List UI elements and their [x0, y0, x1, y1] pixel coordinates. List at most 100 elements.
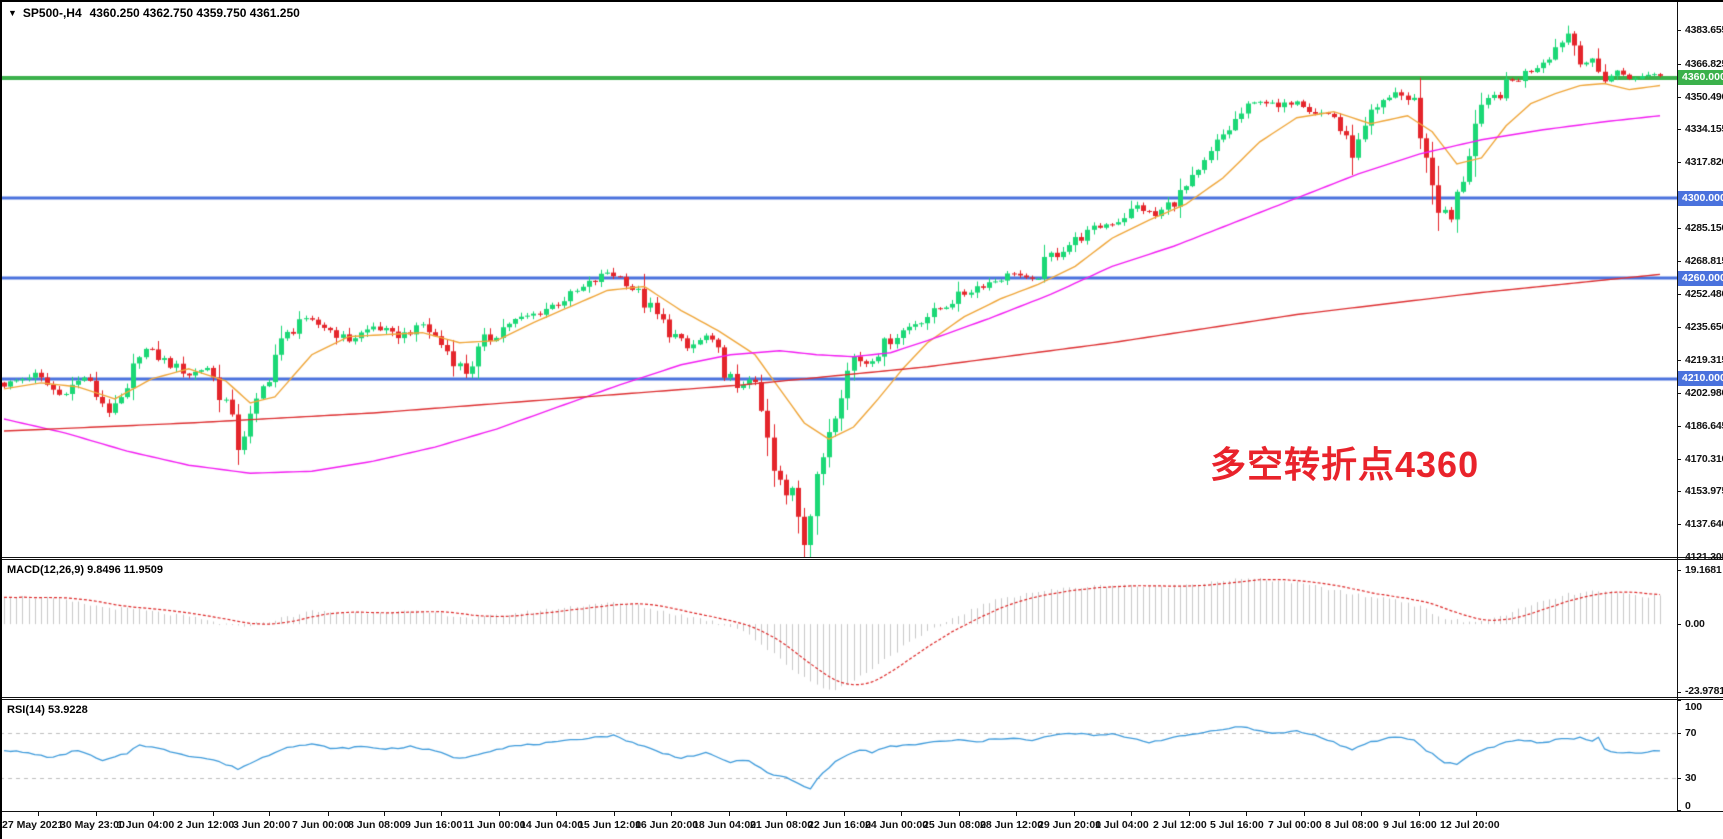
time-tick-mark — [213, 812, 214, 816]
time-tick-mark — [786, 812, 787, 816]
price-tick-label: 4366.825 — [1685, 57, 1723, 70]
time-tick-mark — [38, 812, 39, 816]
macd-axis-label: -23.9781 — [1685, 685, 1723, 697]
time-label: 2 Jun 12:00 — [177, 819, 235, 831]
time-tick-mark — [556, 812, 557, 816]
price-tick-mark — [1677, 491, 1681, 492]
price-tick-label: 4383.655 — [1685, 24, 1723, 37]
time-label: 5 Jul 16:00 — [1210, 819, 1264, 831]
macd-label: MACD(12,26,9) 9.8496 11.9509 — [7, 564, 163, 576]
time-label: 8 Jul 08:00 — [1325, 819, 1379, 831]
time-tick-mark — [1419, 812, 1420, 816]
time-tick-mark — [1361, 812, 1362, 816]
price-tick-label: 4235.650 — [1685, 321, 1723, 334]
time-tick-mark — [153, 812, 154, 816]
rsi-axis-label: 30 — [1685, 771, 1697, 784]
price-tick-label: 4268.815 — [1685, 254, 1723, 267]
time-tick-mark — [1074, 812, 1075, 816]
price-tick-mark — [1677, 524, 1681, 525]
time-label: 11 Jun 00:00 — [463, 819, 526, 831]
time-tick-mark — [328, 812, 329, 816]
rsi-canvas[interactable] — [0, 700, 1677, 811]
price-tick-mark — [1677, 393, 1681, 394]
rsi-tick-mark — [1677, 733, 1681, 734]
ohlc-values: 4360.250 4362.750 4359.750 4361.250 — [89, 6, 300, 20]
time-label: 15 Jun 12:00 — [578, 819, 642, 831]
time-tick-mark — [729, 812, 730, 816]
price-tick-mark — [1677, 426, 1681, 427]
rsi-axis[interactable]: 100 70 30 0 — [1677, 700, 1723, 812]
price-tag-4360: 4360.000 — [1678, 70, 1723, 86]
price-tick-mark — [1677, 162, 1681, 163]
collapse-arrow-icon[interactable]: ▼ — [8, 8, 17, 18]
macd-axis-label: 0.00 — [1685, 618, 1705, 631]
time-label: 14 Jun 04:00 — [520, 819, 584, 831]
rsi-axis-label: 100 — [1685, 701, 1702, 713]
price-tick-mark — [1677, 327, 1681, 328]
time-label: 21 Jun 08:00 — [750, 819, 814, 831]
price-tick-label: 4170.310 — [1685, 452, 1723, 465]
price-tag-4210: 4210.000 — [1678, 371, 1723, 387]
time-axis[interactable]: 27 May 2021 30 May 23:00 1 Jun 04:00 2 Jun … — [0, 812, 1723, 839]
time-tick-mark — [1304, 812, 1305, 816]
time-tick-mark — [959, 812, 960, 816]
time-label: 30 May 23:00 — [60, 819, 125, 831]
symbol-label: SP500-,H4 — [22, 6, 82, 20]
time-tick-mark — [1131, 812, 1132, 816]
macd-axis[interactable]: 19.1681 0.00 -23.9781 — [1677, 560, 1723, 697]
time-tick-mark — [1189, 812, 1190, 816]
macd-tick-mark — [1677, 624, 1681, 625]
time-tick-mark — [96, 812, 97, 816]
price-tick-mark — [1677, 228, 1681, 229]
time-label: 29 Jun 20:00 — [1038, 819, 1102, 831]
rsi-value: 53.9228 — [47, 704, 88, 716]
time-tick-mark — [671, 812, 672, 816]
price-tick-label: 4186.645 — [1685, 419, 1723, 432]
time-tick-mark — [1246, 812, 1247, 816]
price-tag-4260: 4260.000 — [1678, 270, 1723, 286]
time-label: 18 Jun 04:00 — [693, 819, 757, 831]
price-annotation-text: 多空转折点4360 — [1210, 444, 1480, 485]
price-axis[interactable]: 4383.655 4366.825 4350.490 4334.155 4317.820… — [1677, 0, 1723, 563]
time-tick-mark — [269, 812, 270, 816]
price-tick-label: 4252.480 — [1685, 287, 1723, 300]
macd-tick-mark — [1677, 692, 1681, 693]
rsi-axis-label: 70 — [1685, 727, 1697, 740]
time-label: 9 Jul 16:00 — [1383, 819, 1437, 831]
macd-canvas[interactable] — [0, 560, 1677, 697]
time-label: 24 Jun 00:00 — [865, 819, 929, 831]
time-label: 7 Jun 00:00 — [292, 819, 350, 831]
time-tick-mark — [441, 812, 442, 816]
rsi-axis-label: 0 — [1685, 800, 1691, 812]
price-tick-label: 4334.155 — [1685, 123, 1723, 136]
time-label: 28 Jun 12:00 — [980, 819, 1044, 831]
rsi-tick-mark — [1677, 700, 1681, 701]
rsi-panel: RSI(14) 53.9228 100 70 30 0 — [0, 699, 1723, 812]
macd-axis-label: 19.1681 — [1685, 563, 1722, 576]
price-tick-mark — [1677, 97, 1681, 98]
price-tick-mark — [1677, 459, 1681, 460]
time-label: 25 Jun 08:00 — [923, 819, 987, 831]
rsi-tick-mark — [1677, 778, 1681, 779]
time-tick-mark — [614, 812, 615, 816]
time-tick-mark — [384, 812, 385, 816]
price-tick-mark — [1677, 30, 1681, 31]
rsi-tick-mark — [1677, 810, 1681, 811]
price-chart-canvas[interactable] — [0, 0, 1677, 557]
time-label: 2 Jul 12:00 — [1153, 819, 1207, 831]
time-label: 8 Jun 08:00 — [348, 819, 406, 831]
axis-border-line — [1677, 0, 1678, 812]
time-tick-mark — [1476, 812, 1477, 816]
price-tick-label: 4202.980 — [1685, 386, 1723, 399]
macd-values: 9.8496 11.9509 — [87, 564, 163, 576]
time-label: 16 Jun 20:00 — [635, 819, 699, 831]
window-left-border — [0, 0, 2, 839]
price-tick-mark — [1677, 557, 1681, 558]
time-label: 1 Jun 04:00 — [117, 819, 175, 831]
price-tick-label: 4219.315 — [1685, 354, 1723, 367]
macd-panel: MACD(12,26,9) 9.8496 11.9509 19.1681 0.00… — [0, 559, 1723, 698]
price-chart-panel: ▼ SP500-,H4 4360.250 4362.750 4359.750 436… — [0, 0, 1723, 563]
price-tick-label: 4153.975 — [1685, 485, 1723, 498]
time-label: 1 Jul 04:00 — [1095, 819, 1149, 831]
